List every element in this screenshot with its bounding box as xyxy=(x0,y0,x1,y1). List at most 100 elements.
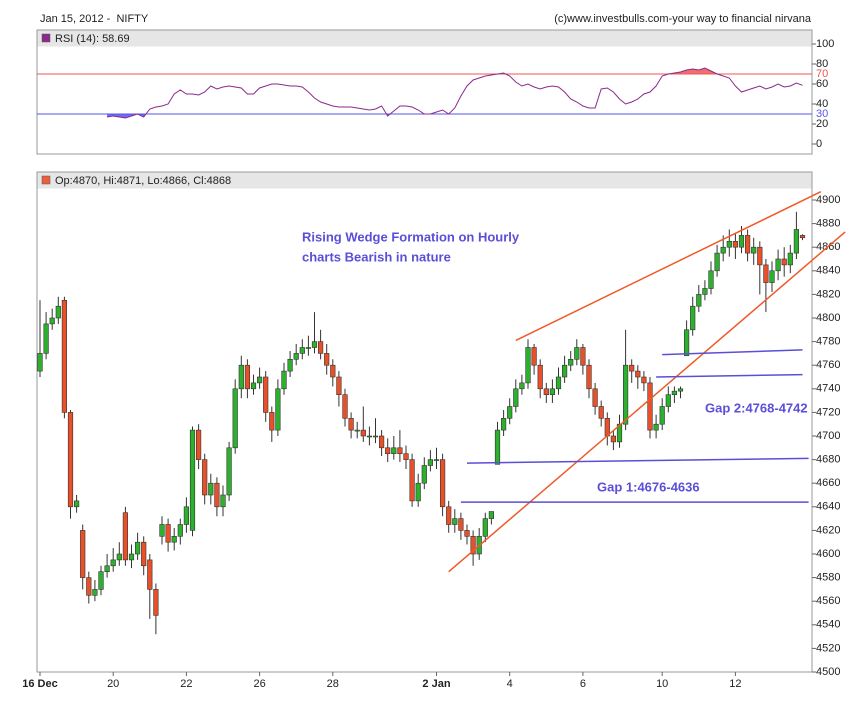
candle-body xyxy=(439,459,446,508)
candle-body xyxy=(531,347,537,366)
candle-body xyxy=(653,423,659,431)
candle-body xyxy=(92,589,98,596)
candle-body xyxy=(202,459,208,496)
candle-body xyxy=(287,358,293,372)
candle-body xyxy=(671,390,677,396)
candle-body xyxy=(787,252,793,266)
candle-body xyxy=(342,394,348,419)
candle-body xyxy=(708,270,714,289)
candle-body xyxy=(37,353,43,372)
candle-body xyxy=(781,258,787,266)
candle-body xyxy=(415,482,421,502)
y-tick-label: 80 xyxy=(816,58,828,70)
rsi-line xyxy=(107,67,803,119)
legend-swatch xyxy=(41,175,51,185)
candle-body xyxy=(135,541,141,555)
candle-body xyxy=(568,358,574,366)
candle-body xyxy=(635,370,641,378)
y-tick-label: 4640 xyxy=(816,501,840,513)
candle-body xyxy=(330,364,336,378)
candle-body xyxy=(80,530,86,578)
candle-body xyxy=(458,518,464,531)
y-tick-label: 4700 xyxy=(816,430,840,442)
candle-body xyxy=(49,317,55,325)
reference-label: 70 xyxy=(816,68,828,80)
candle-body xyxy=(690,305,696,331)
candle-body xyxy=(293,353,299,360)
candle-body xyxy=(519,382,525,390)
candle-body xyxy=(696,294,702,307)
x-tick-label: 10 xyxy=(656,678,668,690)
candle-body xyxy=(659,406,665,425)
candle-body xyxy=(104,565,110,572)
y-tick-label: 4500 xyxy=(816,666,840,678)
y-tick-label: 0 xyxy=(816,138,822,150)
candle-body xyxy=(391,447,397,454)
candle-body xyxy=(110,559,116,567)
candle-body xyxy=(452,518,458,525)
candle-body xyxy=(232,388,238,449)
panel-header xyxy=(37,30,812,47)
candle-body xyxy=(305,347,312,349)
trend-line xyxy=(515,191,822,342)
candle-body xyxy=(604,417,610,437)
y-tick-label: 4740 xyxy=(816,383,840,395)
y-tick-label: 4620 xyxy=(816,524,840,536)
x-tick-label: 22 xyxy=(180,678,192,690)
candle-body xyxy=(610,435,616,443)
candle-body xyxy=(757,246,763,266)
candle-body xyxy=(55,305,61,319)
annotation: Gap 2:4768-4742 xyxy=(705,400,808,415)
candle-body xyxy=(177,524,183,537)
candle-body xyxy=(183,506,190,525)
legend-label: Op:4870, Hi:4871, Lo:4866, Cl:4868 xyxy=(55,175,231,187)
y-tick-label: 100 xyxy=(816,38,834,50)
candle-body xyxy=(128,553,135,561)
candle-body xyxy=(220,494,226,508)
candle-body xyxy=(116,553,122,561)
y-tick-label: 4800 xyxy=(816,312,840,324)
candle-body xyxy=(513,388,519,407)
candle-body xyxy=(629,364,635,372)
candle-body xyxy=(482,518,488,537)
candle-body xyxy=(616,423,623,443)
candle-body xyxy=(751,246,757,254)
candle-body xyxy=(366,435,373,438)
candle-body xyxy=(427,459,434,466)
candle-body xyxy=(622,364,629,425)
candle-body xyxy=(61,299,67,413)
candle-body xyxy=(269,412,275,431)
candle-body xyxy=(159,524,165,537)
header-left: Jan 15, 2012 - NIFTY xyxy=(40,13,149,25)
candle-body xyxy=(494,429,501,465)
reference-label: 30 xyxy=(816,108,828,120)
candle-body xyxy=(354,429,360,432)
y-tick-label: 40 xyxy=(816,98,828,110)
y-tick-label: 4560 xyxy=(816,595,840,607)
candle-body xyxy=(683,329,690,357)
candle-body xyxy=(196,429,202,460)
candle-body xyxy=(421,465,427,484)
candle-body xyxy=(549,388,555,395)
candle-body xyxy=(324,353,330,366)
y-tick-label: 4540 xyxy=(816,619,840,631)
candle-body xyxy=(525,347,531,384)
candle-body xyxy=(592,388,598,407)
header-right: (c)www.investbulls.com-your way to finan… xyxy=(554,13,812,25)
candle-body xyxy=(580,347,586,366)
candle-body xyxy=(799,235,806,239)
candle-body xyxy=(385,447,391,454)
trend-line xyxy=(662,349,803,356)
candle-body xyxy=(98,571,104,590)
x-tick-label: 26 xyxy=(253,678,265,690)
candle-body xyxy=(647,382,653,431)
candle-body xyxy=(122,512,128,561)
candle-body xyxy=(397,447,403,454)
candle-body xyxy=(433,459,440,461)
candle-body xyxy=(403,453,409,460)
y-tick-label: 4880 xyxy=(816,218,840,230)
candle-body xyxy=(574,347,580,360)
candle-body xyxy=(378,435,385,449)
y-tick-label: 4820 xyxy=(816,288,840,300)
